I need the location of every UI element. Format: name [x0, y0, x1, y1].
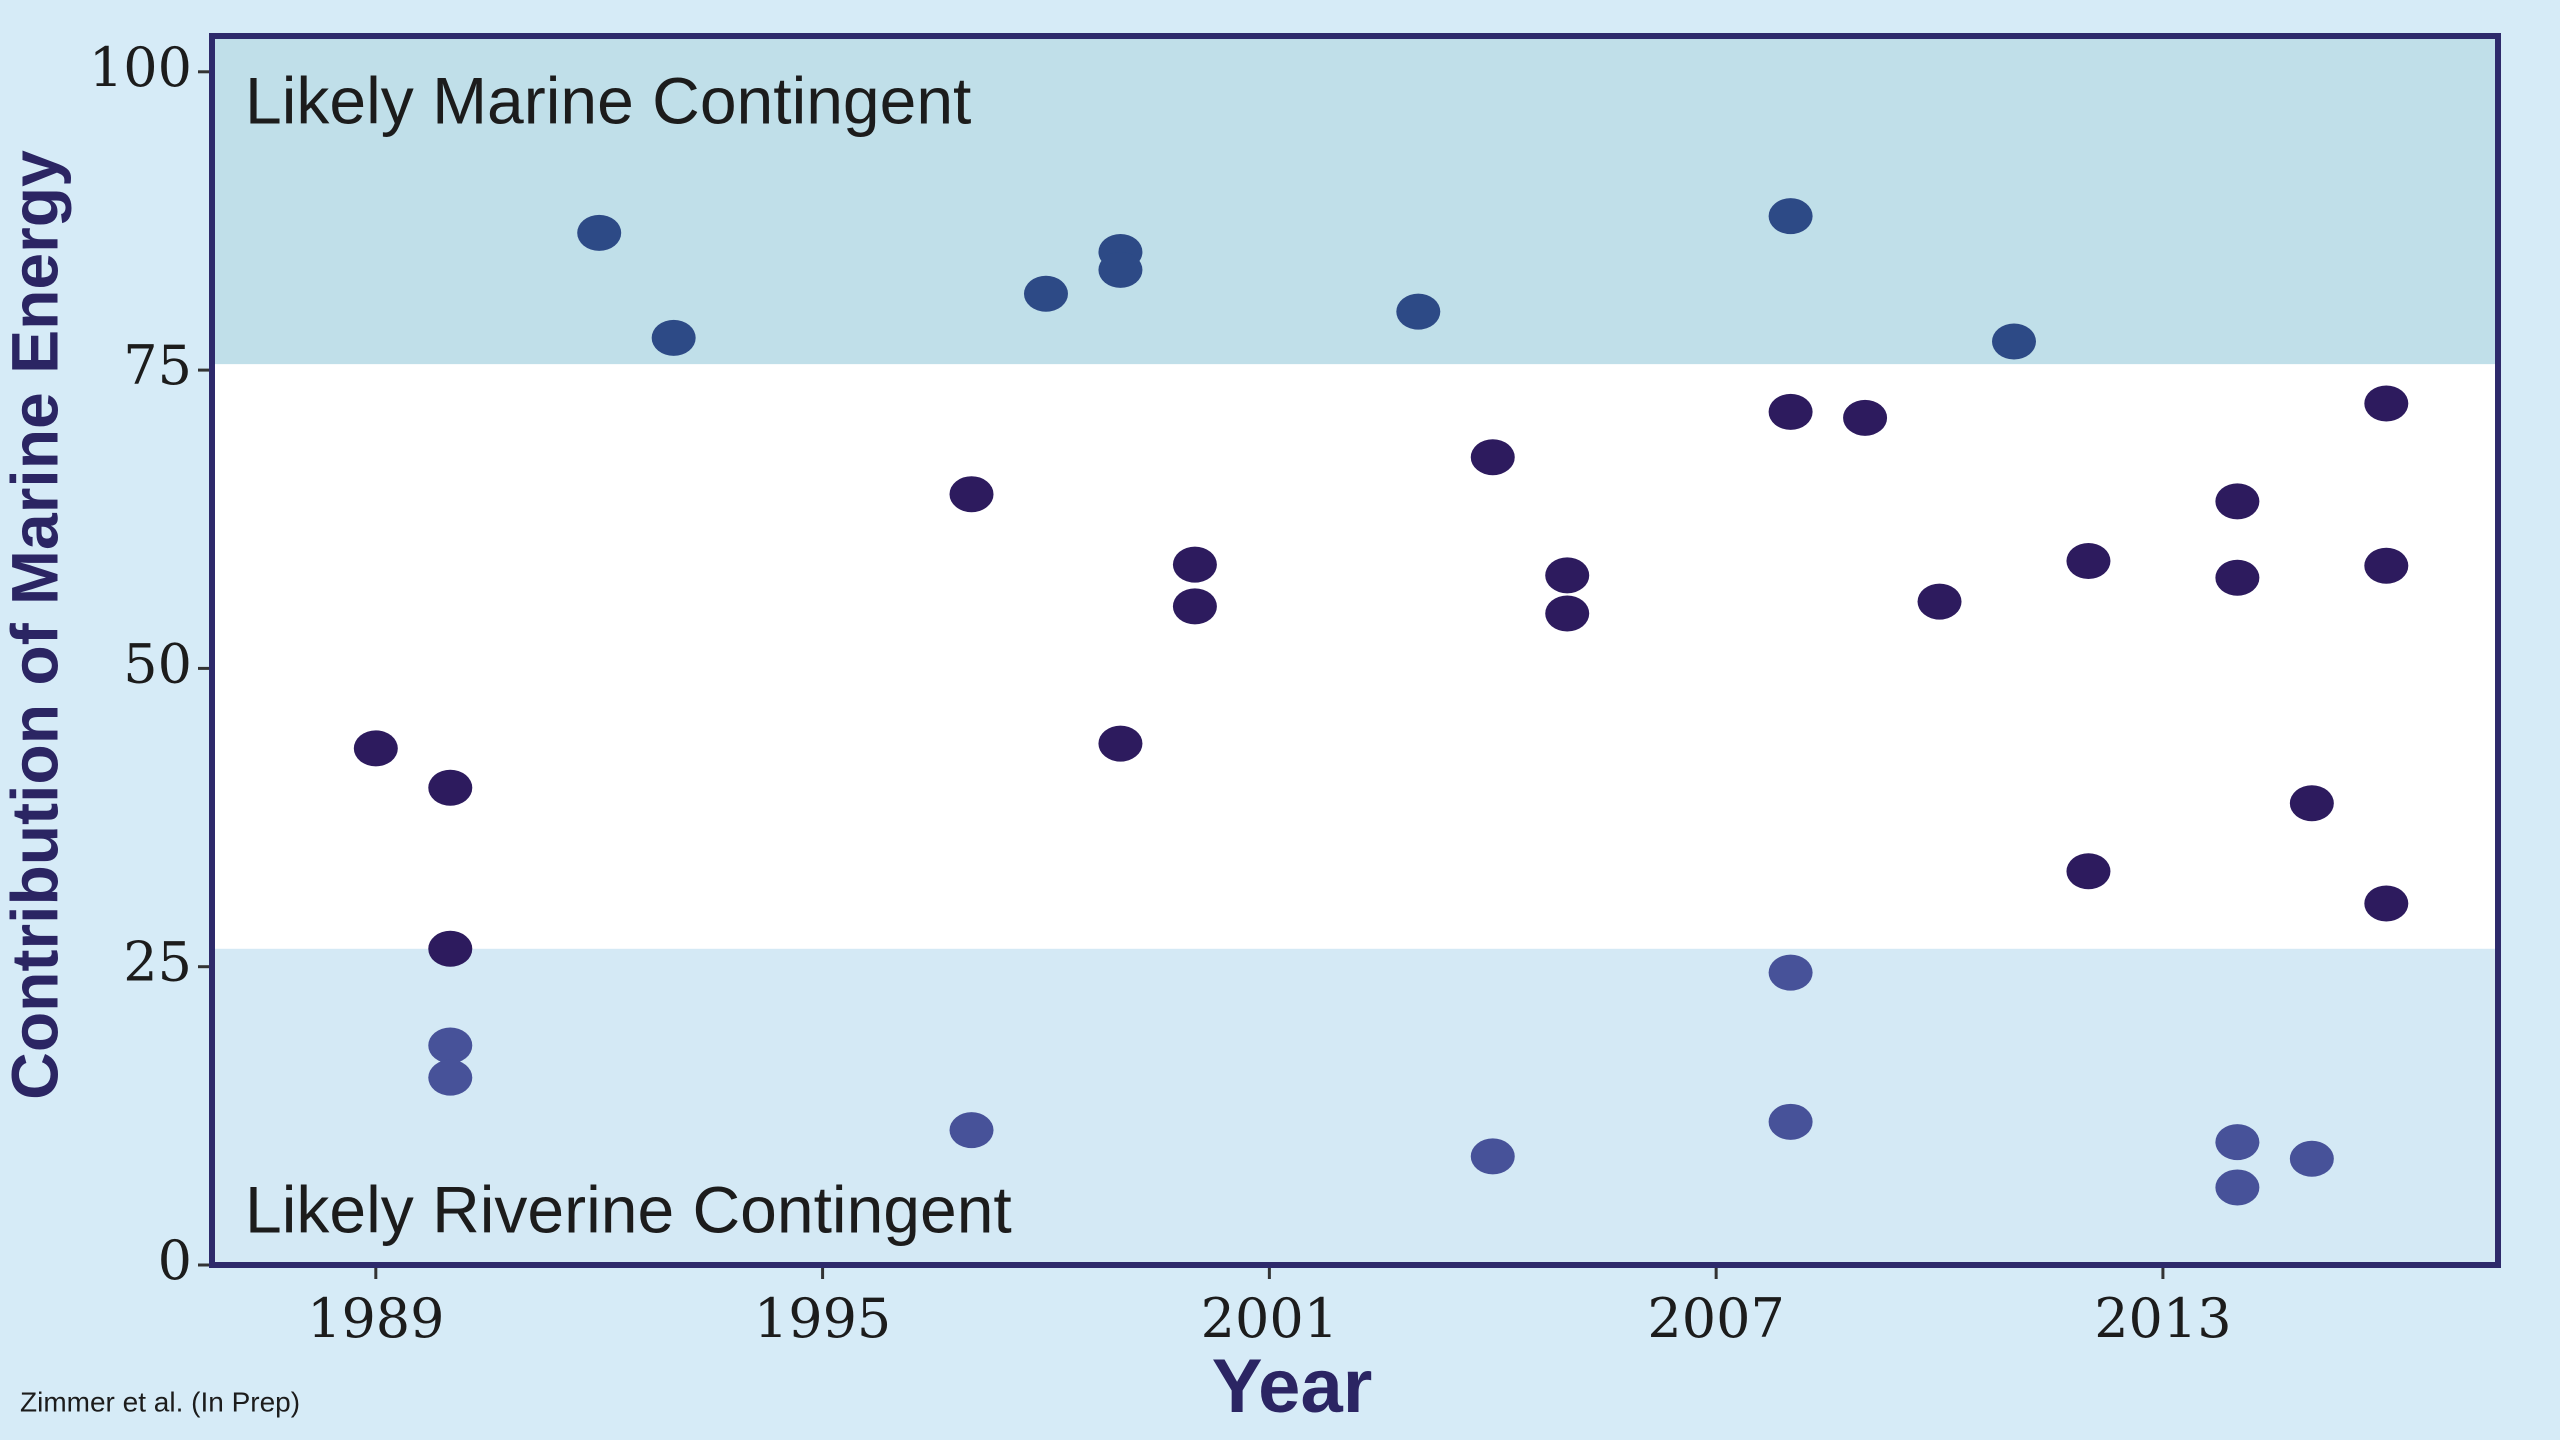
data-point	[1470, 1138, 1515, 1175]
data-point	[1098, 251, 1143, 288]
data-point	[1396, 293, 1441, 330]
data-point	[651, 319, 696, 356]
x-tick-label: 2007	[1647, 1287, 1784, 1350]
band-label: Likely Riverine Contingent	[245, 1172, 1012, 1246]
data-point	[1470, 439, 1515, 476]
data-point	[1545, 557, 1590, 594]
data-point	[428, 1059, 473, 1096]
data-point	[949, 476, 994, 513]
x-tick-label: 1989	[307, 1287, 444, 1350]
data-point	[1172, 588, 1217, 625]
y-tick-label: 25	[123, 931, 192, 994]
data-point	[1991, 323, 2036, 360]
data-point	[1172, 546, 1217, 583]
data-point	[949, 1112, 994, 1149]
band-label: Likely Marine Contingent	[245, 63, 971, 137]
data-point	[1768, 1103, 1813, 1140]
plot-frame	[209, 33, 2501, 1268]
data-point	[1545, 595, 1590, 632]
data-point	[2215, 483, 2260, 520]
data-point	[2364, 385, 2409, 422]
y-tick-label: 75	[123, 334, 192, 397]
data-point	[2066, 853, 2111, 890]
y-tick-label: 0	[158, 1229, 192, 1292]
data-point	[2215, 559, 2260, 596]
data-point	[2289, 785, 2334, 822]
data-point	[1768, 198, 1813, 235]
data-point	[2066, 543, 2111, 580]
data-point	[2364, 547, 2409, 584]
y-tick-label: 50	[123, 632, 192, 695]
x-tick-label: 2013	[2094, 1287, 2231, 1350]
y-tick-label: 100	[89, 36, 192, 99]
data-point	[1023, 275, 1068, 312]
data-point	[1843, 399, 1888, 436]
data-point	[1917, 583, 1962, 620]
data-point	[1768, 393, 1813, 430]
data-point	[1768, 954, 1813, 991]
data-point	[428, 930, 473, 967]
y-axis-title: Contribution of Marine Energy	[0, 150, 71, 1100]
data-point	[428, 769, 473, 806]
x-tick-label: 2001	[1201, 1287, 1338, 1350]
data-point	[2215, 1169, 2260, 1206]
data-point	[2364, 885, 2409, 922]
x-axis-title: Year	[1212, 1344, 1373, 1429]
band	[212, 36, 2498, 365]
data-point	[1098, 725, 1143, 762]
x-tick-label: 1995	[754, 1287, 891, 1350]
data-point	[353, 730, 398, 767]
data-point	[428, 1027, 473, 1064]
data-point	[577, 214, 622, 251]
data-point	[2289, 1140, 2334, 1177]
data-point	[2215, 1124, 2260, 1161]
source-note: Zimmer et al. (In Prep)	[20, 1386, 300, 1417]
band	[212, 948, 2498, 1265]
